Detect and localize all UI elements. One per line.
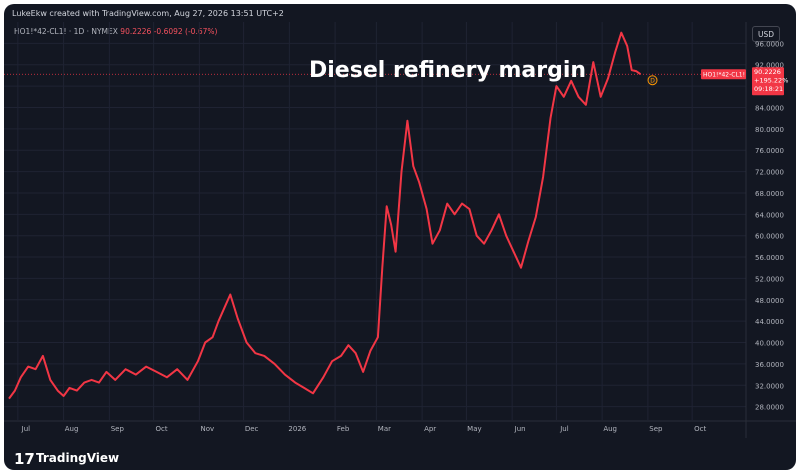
y-tick-label: 40.0000 xyxy=(755,340,784,348)
price-tag-value: 90.2226 xyxy=(754,68,781,76)
y-tick-label: 44.0000 xyxy=(755,318,784,326)
x-tick-label: Jun xyxy=(514,425,526,433)
chart-header: LukeEkw created with TradingView.com, Au… xyxy=(12,9,284,18)
price-tag-countdown: 09:18:21 xyxy=(754,85,783,93)
x-tick-label: Mar xyxy=(378,425,391,433)
series-line xyxy=(8,31,642,400)
x-tick-label: Sep xyxy=(111,425,125,433)
y-tick-label: 80.0000 xyxy=(755,126,784,134)
tradingview-watermark: TradingView xyxy=(36,451,120,465)
y-tick-label: 52.0000 xyxy=(755,275,784,283)
symbol-info: HO1!*42-CL1! · 1D · NYMEX 90.2226 -0.609… xyxy=(14,27,217,36)
x-tick-label: Jul xyxy=(21,425,31,433)
y-tick-label: 36.0000 xyxy=(755,361,784,369)
symbol-label-text: HO1!*42-CL1! xyxy=(703,72,745,79)
x-tick-label: Oct xyxy=(694,425,706,433)
dividend-marker-label: D xyxy=(650,78,655,85)
dividend-marker-icon xyxy=(647,75,658,86)
x-tick-label: Sep xyxy=(649,425,663,433)
y-tick-label: 96.0000 xyxy=(755,40,784,48)
chart-title: Diesel refinery margin xyxy=(309,58,587,83)
y-tick-label: 48.0000 xyxy=(755,297,784,305)
y-tick-label: 92.0000 xyxy=(755,62,784,70)
y-tick-label: 64.0000 xyxy=(755,211,784,219)
line-chart[interactable]: 28.0000 32.0000 36.0000 40.0000 44.0000 48.00… xyxy=(4,4,796,470)
y-tick-label: 84.0000 xyxy=(755,104,784,112)
x-tick-label: 2026 xyxy=(288,425,306,433)
y-tick-label: 76.0000 xyxy=(755,147,784,155)
price-tag-pct: +195.22% xyxy=(754,77,788,85)
last-price: 90.2226 xyxy=(120,27,152,36)
symbol-name[interactable]: HO1!*42-CL1! · 1D · NYMEX xyxy=(14,27,118,36)
y-tick-label: 56.0000 xyxy=(755,254,784,262)
y-tick-label: 68.0000 xyxy=(755,190,784,198)
x-tick-label: Aug xyxy=(603,425,617,433)
symbol-label-box xyxy=(701,69,746,80)
y-tick-label: 72.0000 xyxy=(755,169,784,177)
y-tick-label: 32.0000 xyxy=(755,382,784,390)
x-tick-label: Jul xyxy=(559,425,569,433)
x-tick-label: Feb xyxy=(337,425,350,433)
x-tick-label: May xyxy=(467,425,481,433)
price-change: -0.6092 (-0.67%) xyxy=(153,27,218,36)
currency-button[interactable]: USD xyxy=(752,26,780,42)
price-tag-box xyxy=(752,67,784,96)
x-tick-label: Oct xyxy=(156,425,168,433)
y-tick-label: 28.0000 xyxy=(755,404,784,412)
tradingview-logo-icon: 17 xyxy=(14,450,35,468)
x-tick-label: Apr xyxy=(424,425,436,433)
x-tick-label: Nov xyxy=(201,425,215,433)
chart-panel: LukeEkw created with TradingView.com, Au… xyxy=(4,4,796,470)
x-tick-label: Dec xyxy=(245,425,259,433)
y-tick-label: 60.0000 xyxy=(755,233,784,241)
x-tick-label: Aug xyxy=(65,425,79,433)
